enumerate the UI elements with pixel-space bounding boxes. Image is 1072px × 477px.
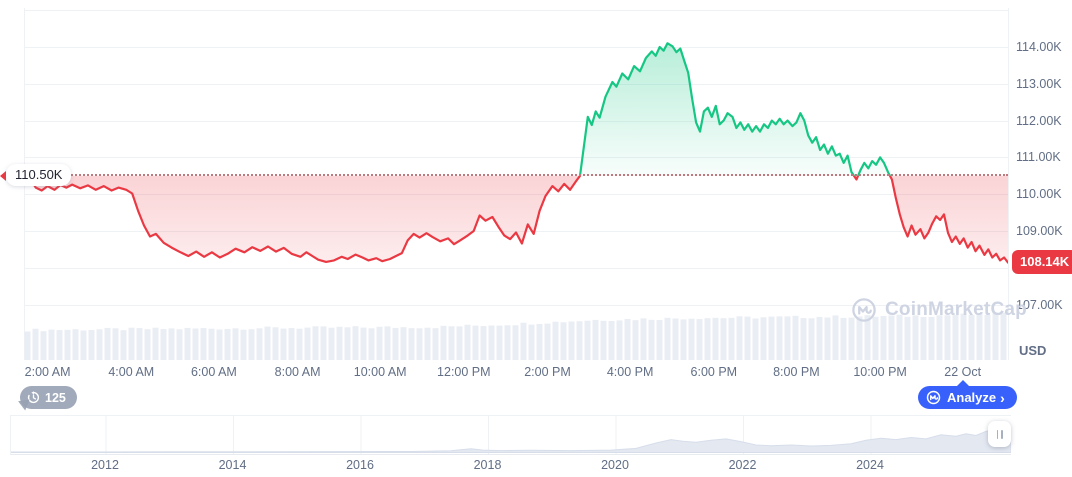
y-axis-label: 107.00K (1016, 297, 1063, 312)
year-label: 2022 (728, 458, 757, 472)
x-axis-label: 12:00 PM (437, 365, 491, 379)
x-axis-label: 8:00 AM (274, 365, 321, 379)
plot-right-border (1008, 8, 1009, 360)
gridline (24, 304, 1008, 306)
y-axis-label: 112.00K (1016, 113, 1062, 128)
navigator-area[interactable] (11, 416, 1011, 454)
currency-unit-label: USD (1019, 343, 1047, 358)
y-axis-label: 110.00K (1016, 187, 1062, 202)
drag-handle-icon (996, 429, 998, 439)
gridline (24, 267, 1008, 269)
price-chart[interactable] (24, 8, 1008, 360)
gridline (24, 120, 1008, 122)
baseline-marker-icon (0, 171, 6, 181)
chevron-right-icon: › (1000, 389, 1005, 406)
x-axis-label: 6:00 AM (190, 365, 237, 379)
year-label: 2018 (473, 458, 502, 472)
baseline-label: 110.50K (6, 164, 72, 186)
year-label: 2024 (856, 458, 884, 472)
analyze-label: Analyze (947, 390, 997, 405)
x-axis-label: 2:00 AM (24, 365, 71, 379)
drag-handle-icon (1001, 429, 1003, 439)
year-label: 2016 (346, 458, 374, 472)
history-icon (27, 391, 40, 404)
x-axis-label: 4:00 AM (108, 365, 155, 379)
current-price-badge: 108.14K (1012, 250, 1072, 274)
gridline (24, 157, 1008, 159)
x-axis-label: 10:00 AM (353, 365, 407, 379)
history-count-badge[interactable]: 125 (20, 386, 77, 409)
x-axis-label: 22 Oct (944, 365, 982, 379)
gridline (24, 10, 1008, 12)
year-label: 2020 (601, 458, 629, 472)
gridline (24, 83, 1008, 85)
y-axis-label: 114.00K (1016, 40, 1062, 54)
y-axis-label: 111.00K (1016, 150, 1061, 165)
year-label: 2014 (218, 458, 247, 472)
gridline (24, 47, 1008, 48)
x-axis-label: 8:00 PM (773, 365, 820, 379)
navigator-handle[interactable] (988, 421, 1011, 447)
x-axis-label: 6:00 PM (690, 365, 738, 379)
y-axis-label: 113.00K (1016, 76, 1062, 91)
history-count: 125 (45, 390, 66, 405)
price-area-up (24, 42, 1008, 176)
year-label: 2012 (91, 458, 119, 472)
x-axis-label: 2:00 PM (524, 365, 571, 379)
navigator-series (11, 426, 1011, 453)
cmc-logo-icon (926, 390, 941, 405)
y-axis-label: 109.00K (1016, 224, 1063, 238)
x-axis-label: 10:00 PM (853, 365, 907, 379)
range-navigator[interactable] (10, 415, 1011, 455)
volume-bars (24, 312, 1007, 360)
x-axis-label: 4:00 PM (606, 365, 654, 379)
analyze-button[interactable]: Analyze › (918, 380, 1017, 409)
price-area-down (24, 175, 1008, 264)
